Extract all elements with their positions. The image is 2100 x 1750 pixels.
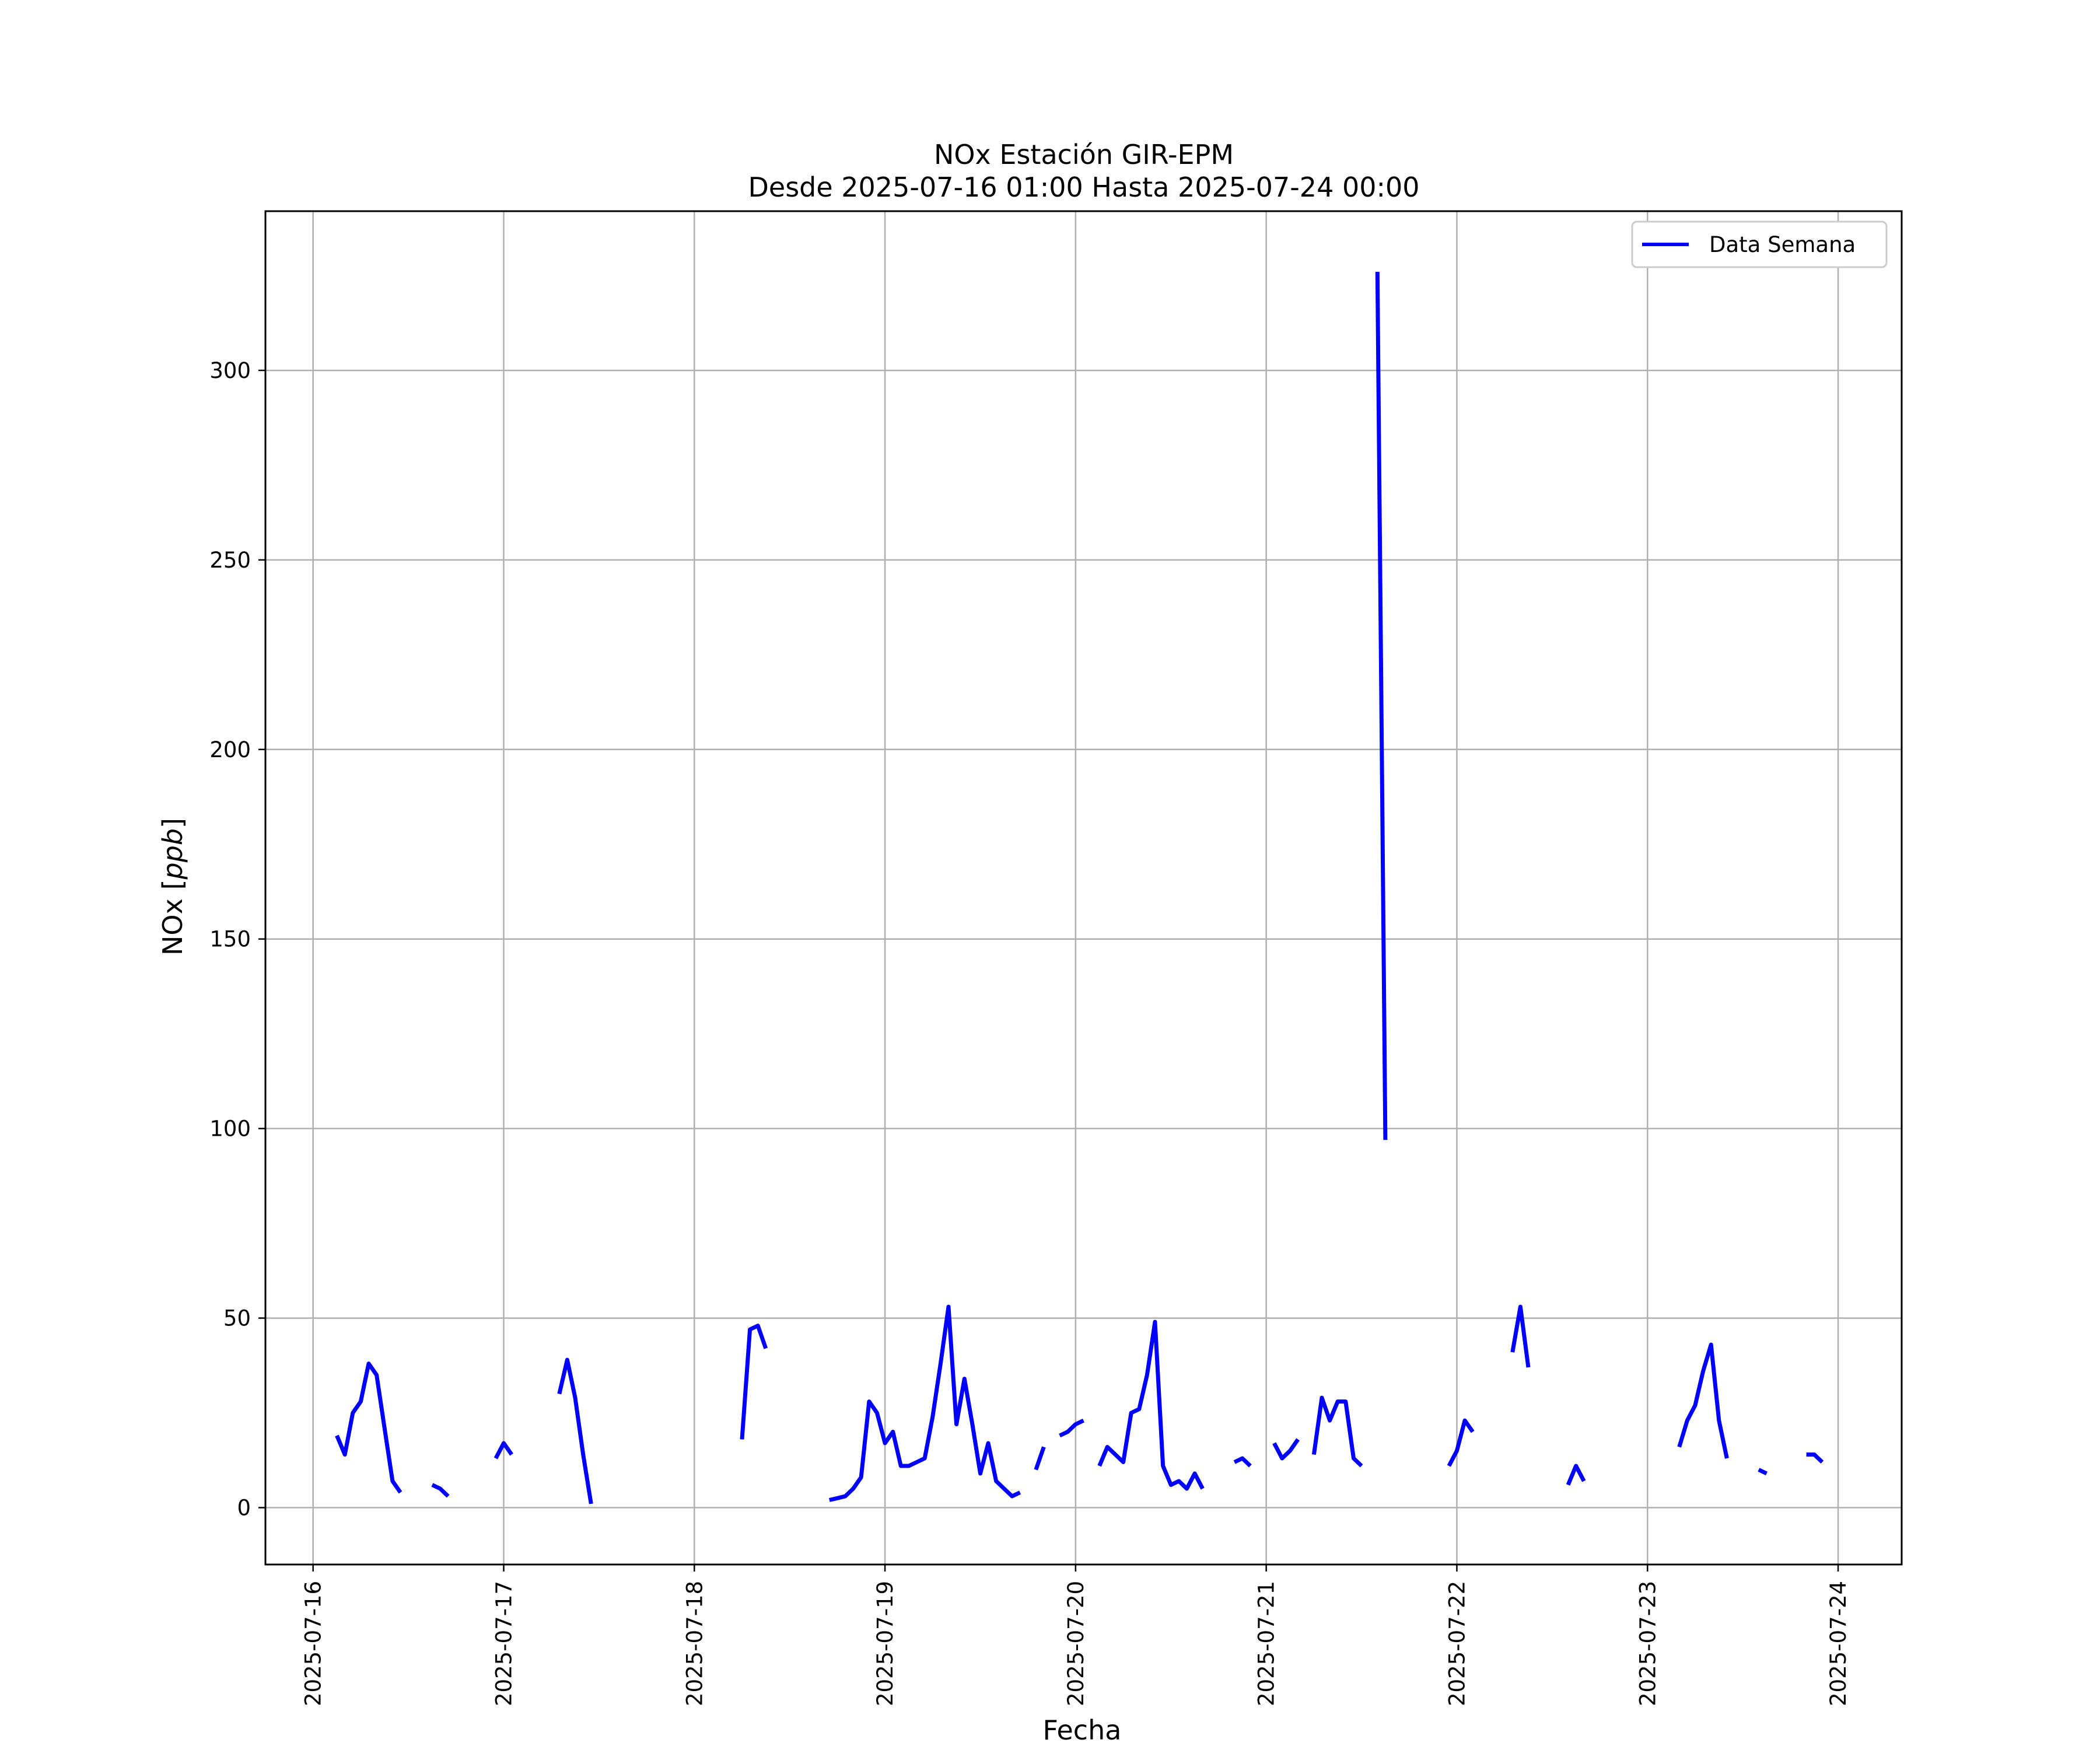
series-line-segment bbox=[1233, 1456, 1252, 1468]
y-tick-label: 300 bbox=[209, 358, 251, 383]
series-line-segment bbox=[335, 1362, 402, 1494]
series-line-segment bbox=[431, 1483, 450, 1498]
series-line-segment bbox=[1034, 1446, 1046, 1471]
series-line-segment bbox=[1806, 1452, 1824, 1464]
legend-box bbox=[1631, 220, 1888, 268]
series-line-segment bbox=[828, 1304, 1021, 1502]
plot-frame bbox=[264, 210, 1903, 1566]
x-tick-label: 2025-07-17 bbox=[491, 1581, 516, 1706]
plot-grid bbox=[265, 211, 1902, 1564]
legend: Data Semana bbox=[1631, 220, 1888, 268]
x-tick-label: 2025-07-24 bbox=[1826, 1581, 1851, 1706]
x-tick-label: 2025-07-21 bbox=[1254, 1581, 1279, 1706]
series-line-segment bbox=[1059, 1418, 1085, 1438]
x-tick-label: 2025-07-22 bbox=[1444, 1581, 1469, 1706]
series-line-segment bbox=[1272, 1438, 1300, 1461]
chart-title-line-2: Desde 2025-07-16 01:00 Hasta 2025-07-24 … bbox=[748, 172, 1419, 203]
series-line-segment bbox=[1758, 1468, 1768, 1476]
x-axis-ticks: 2025-07-16 2025-07-17 2025-07-18 2025-07-19… bbox=[301, 1564, 1851, 1706]
x-tick-label: 2025-07-23 bbox=[1635, 1581, 1660, 1706]
y-axis-label-suffix: ] bbox=[157, 818, 188, 828]
y-axis-ticks: 0 50 100 150 200 250 300 bbox=[209, 358, 265, 1521]
y-tick-label: 150 bbox=[209, 927, 251, 952]
x-tick-label: 2025-07-18 bbox=[682, 1581, 707, 1706]
y-tick-label: 250 bbox=[209, 548, 251, 573]
series-layer bbox=[335, 271, 1824, 1504]
series-line-segment bbox=[1375, 271, 1388, 1140]
series-line-segment bbox=[1566, 1464, 1586, 1486]
x-tick-label: 2025-07-19 bbox=[873, 1581, 898, 1706]
series-line-segment bbox=[1677, 1342, 1729, 1459]
y-axis-label: NOx [ppb] bbox=[157, 818, 188, 956]
series-line-segment bbox=[1311, 1395, 1363, 1468]
y-tick-label: 50 bbox=[223, 1306, 251, 1331]
series-line-segment bbox=[1097, 1320, 1205, 1491]
y-tick-label: 100 bbox=[209, 1116, 251, 1142]
x-tick-label: 2025-07-20 bbox=[1063, 1581, 1088, 1706]
series-line-segment bbox=[740, 1324, 768, 1440]
series-line-segment bbox=[1447, 1418, 1475, 1467]
y-axis-label-prefix: NOx [ bbox=[157, 880, 188, 956]
y-tick-label: 0 bbox=[237, 1496, 251, 1521]
y-tick-label: 200 bbox=[209, 737, 251, 762]
series-line-segment bbox=[494, 1441, 513, 1460]
y-axis-label-unit: ppb bbox=[157, 828, 188, 880]
series-line-segment bbox=[557, 1357, 593, 1504]
x-axis-label: Fecha bbox=[1043, 1714, 1122, 1746]
legend-label: Data Semana bbox=[1709, 232, 1856, 257]
chart-title-line-1: NOx Estación GIR-EPM bbox=[934, 139, 1234, 170]
series-line-segment bbox=[1510, 1304, 1531, 1368]
x-tick-label: 2025-07-16 bbox=[301, 1581, 326, 1706]
